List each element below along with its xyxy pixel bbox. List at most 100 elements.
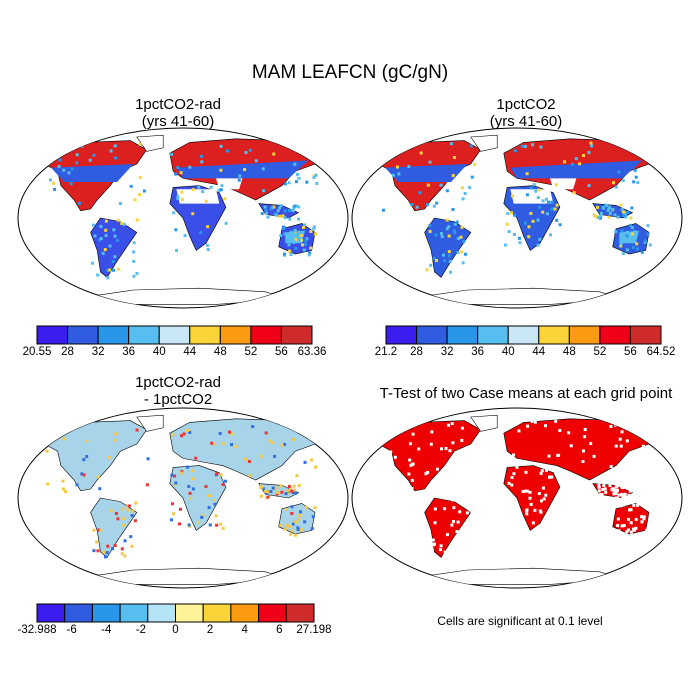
grid-cell xyxy=(284,492,288,496)
grid-cell xyxy=(101,251,105,255)
grid-cell xyxy=(218,432,222,436)
colorbar-tick-label: 56 xyxy=(275,346,288,358)
grid-cell xyxy=(266,490,270,494)
grid-cell xyxy=(606,208,610,212)
grid-cell xyxy=(512,472,516,476)
grid-cell xyxy=(191,487,195,491)
grid-cell xyxy=(180,434,184,438)
colorbar-1-ticks: 20.55 28 32 36 40 44 48 52 56 63.36 xyxy=(23,346,327,362)
grid-cell xyxy=(521,489,525,493)
grid-cell xyxy=(244,457,248,461)
panel1-title-line1: 1pctCO2-rad xyxy=(135,96,221,113)
grid-cell xyxy=(447,423,451,427)
grid-cell xyxy=(106,544,110,548)
grid-cell xyxy=(426,470,430,474)
grid-cell xyxy=(455,536,459,540)
grid-cell xyxy=(452,156,456,160)
grid-cell xyxy=(597,215,601,219)
grid-cell xyxy=(93,234,97,238)
grid-cell xyxy=(450,523,454,527)
colorbar-tick-label: -4 xyxy=(101,624,112,636)
significance-note: Cells are significant at 0.1 level xyxy=(437,614,603,628)
grid-cell xyxy=(260,485,264,489)
grid-cell xyxy=(643,239,647,243)
colorbar-tick-label: 40 xyxy=(501,346,515,358)
colorbar-1 xyxy=(36,325,313,345)
grid-cell xyxy=(130,514,134,518)
grid-cell xyxy=(197,520,201,524)
grid-cell xyxy=(517,236,521,240)
grid-cell xyxy=(434,233,438,237)
grid-cell xyxy=(113,543,117,547)
colorbar-swatch xyxy=(599,325,631,345)
grid-cell xyxy=(505,222,509,226)
grid-cell xyxy=(104,228,108,232)
grid-cell xyxy=(536,196,540,200)
grid-cell xyxy=(303,223,307,227)
grid-cell xyxy=(108,244,112,248)
grid-cell xyxy=(597,489,601,493)
grid-cell xyxy=(68,422,72,426)
grid-cell xyxy=(272,205,276,209)
landmass-africa xyxy=(169,465,227,531)
grid-cell xyxy=(603,487,607,491)
grid-cell xyxy=(180,197,184,201)
panel3-title-line2: - 1pctCO2 xyxy=(143,391,213,408)
grid-cell xyxy=(132,274,136,278)
grid-cell xyxy=(254,159,258,163)
grid-cell xyxy=(462,531,466,535)
grid-cell xyxy=(297,239,301,243)
grid-cell xyxy=(294,180,298,184)
grid-cell xyxy=(118,202,122,206)
grid-cell xyxy=(46,482,50,486)
grid-cell xyxy=(283,442,287,446)
grid-cell xyxy=(624,215,628,219)
grid-cell xyxy=(634,175,638,179)
grid-cell xyxy=(145,483,149,487)
grid-cell xyxy=(435,201,439,205)
grid-cell xyxy=(52,181,56,185)
grid-cell xyxy=(590,144,594,148)
grid-cell xyxy=(261,167,265,171)
grid-cell xyxy=(80,472,84,476)
grid-cell xyxy=(548,233,552,237)
grid-cell xyxy=(174,228,178,232)
grid-cell xyxy=(621,252,625,256)
grid-cell xyxy=(225,149,229,153)
grid-cell xyxy=(520,530,524,534)
grid-cell xyxy=(298,236,302,240)
grid-cell xyxy=(247,459,251,463)
grid-cell xyxy=(630,206,634,210)
grid-cell xyxy=(221,442,225,446)
grid-cell xyxy=(311,515,315,519)
colorbar-swatch xyxy=(629,325,662,345)
grid-cell xyxy=(99,528,103,532)
grid-cell xyxy=(447,234,451,238)
grid-cell xyxy=(544,424,548,428)
grid-cell xyxy=(460,426,464,430)
grid-cell xyxy=(625,248,629,252)
grid-cell xyxy=(75,161,79,165)
grid-cell xyxy=(382,439,386,443)
grid-cell xyxy=(609,424,613,428)
grid-cell xyxy=(458,510,462,514)
colorbar-swatch xyxy=(416,325,448,345)
grid-cell xyxy=(305,180,309,184)
grid-cell xyxy=(312,176,316,180)
panel1-title: 1pctCO2-rad (yrs 41-60) xyxy=(58,96,298,130)
colorbar-tick-label: 2 xyxy=(206,624,214,636)
colorbar-tick-label: -32.988 xyxy=(17,624,57,636)
colorbar-swatch xyxy=(568,325,601,345)
grid-cell xyxy=(107,455,111,459)
grid-cell xyxy=(170,152,174,156)
grid-cell xyxy=(178,522,182,526)
grid-cell xyxy=(635,247,639,251)
grid-cell xyxy=(548,510,552,514)
grid-cell xyxy=(285,523,289,527)
grid-cell xyxy=(470,175,474,179)
grid-cell xyxy=(215,523,219,527)
grid-cell xyxy=(539,471,543,475)
grid-cell xyxy=(112,268,116,272)
grid-cell xyxy=(632,180,636,184)
grid-cell xyxy=(304,242,308,246)
